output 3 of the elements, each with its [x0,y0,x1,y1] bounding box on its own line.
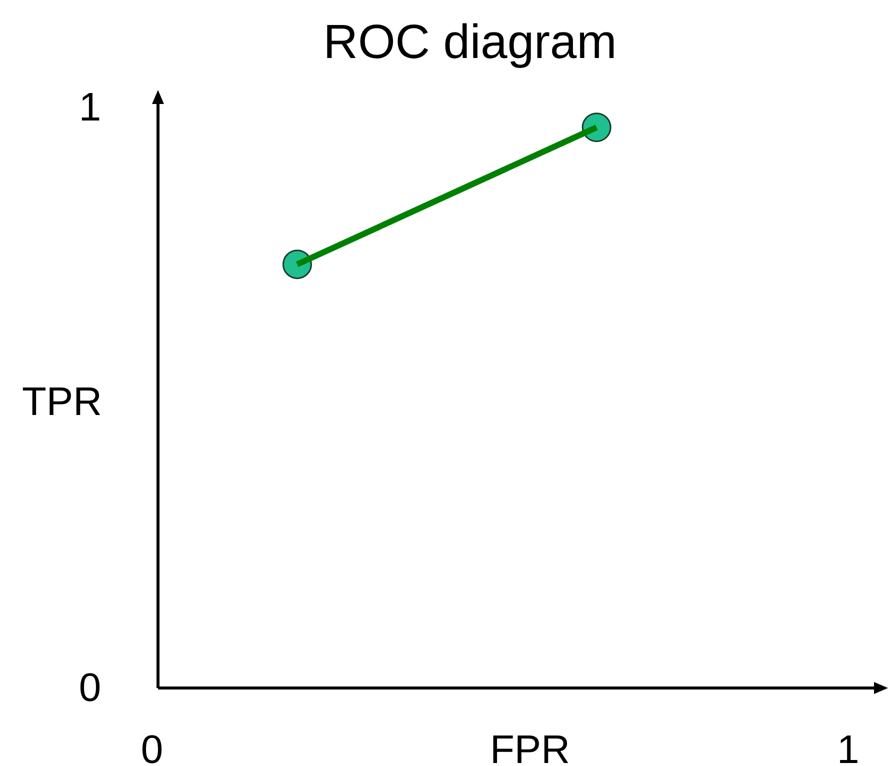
chart-title: ROC diagram [323,16,617,69]
x-axis-title: FPR [490,728,570,766]
y-axis-title: TPR [22,380,102,424]
